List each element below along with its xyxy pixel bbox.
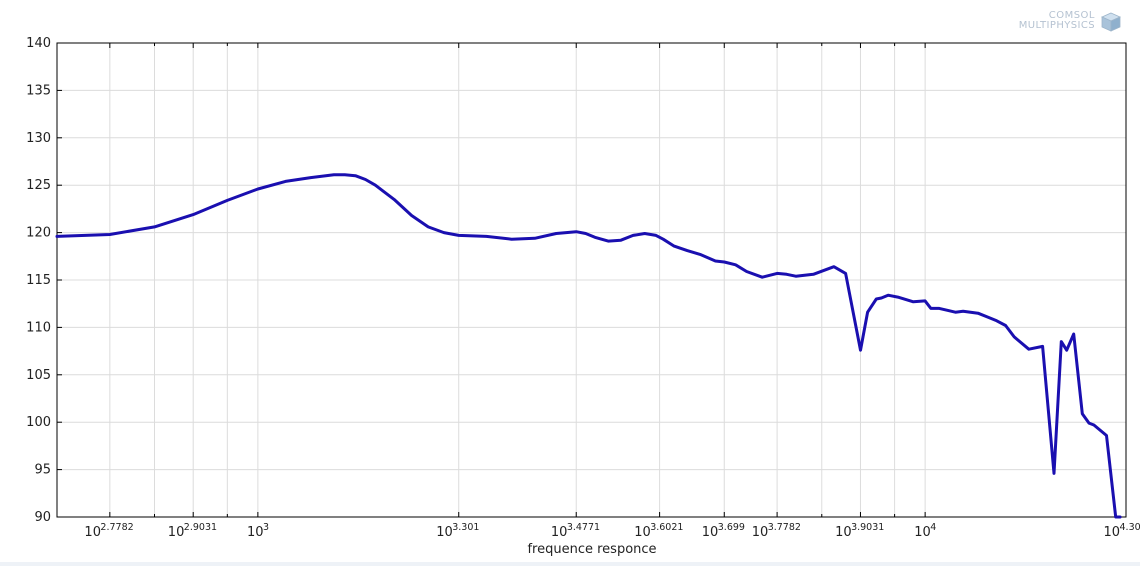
x-axis-label: frequence responce	[527, 542, 656, 557]
x-tick-label: 104.301	[1104, 522, 1140, 540]
y-tick-label: 90	[34, 510, 51, 525]
x-tick-exponent: 3.699	[718, 522, 745, 533]
y-tick-label: 115	[26, 273, 51, 288]
y-tick-label: 140	[26, 36, 51, 51]
cube-icon	[1101, 12, 1121, 32]
x-tick-label: 10 3.6021	[634, 522, 683, 540]
x-tick-exponent: 3.6021	[650, 522, 683, 533]
x-tick-base: 10	[702, 525, 719, 540]
x-tick-exponent: 2.9031	[184, 522, 217, 533]
y-tick-label: 125	[26, 178, 51, 193]
y-tick-label: 100	[26, 415, 51, 430]
logo-text-multiphysics: MULTIPHYSICS	[1018, 20, 1095, 31]
x-tick-label: 10 2.7782	[84, 522, 133, 540]
y-tick-label: 135	[26, 83, 51, 98]
bottom-border	[0, 562, 1140, 566]
y-tick-label: 110	[26, 320, 51, 335]
x-tick-label: 10 3.7782	[752, 522, 801, 540]
x-tick-label: 10 4	[914, 522, 936, 540]
x-tick-base: 10	[835, 525, 852, 540]
y-tick-label: 105	[26, 368, 51, 383]
x-tick-exponent: 4	[930, 522, 936, 533]
x-tick-label: 10 3.699	[702, 522, 745, 540]
x-tick-base: 10	[84, 525, 101, 540]
x-tick-label: 10 3	[247, 522, 269, 540]
x-tick-base: 10	[247, 525, 264, 540]
x-tick-base: 10	[168, 525, 185, 540]
x-tick-exponent: 3.9031	[851, 522, 884, 533]
x-tick-label: 10 3.9031	[835, 522, 884, 540]
x-tick-exponent: 2.7782	[100, 522, 133, 533]
x-tick-exponent: 4.301	[1120, 522, 1140, 533]
x-tick-base: 10	[1104, 525, 1121, 540]
x-tick-label: 10 2.9031	[168, 522, 217, 540]
series-line	[55, 173, 1122, 519]
comsol-logo: COMSOL MULTIPHYSICS	[1008, 10, 1123, 34]
x-tick-base: 10	[551, 525, 568, 540]
x-tick-label: 10 3.4771	[551, 522, 600, 540]
x-tick-base: 10	[752, 525, 769, 540]
y-tick-label: 95	[34, 463, 51, 478]
x-tick-exponent: 3.301	[452, 522, 479, 533]
x-tick-exponent: 3.7782	[768, 522, 801, 533]
x-tick-base: 10	[436, 525, 453, 540]
x-tick-exponent: 3.4771	[567, 522, 600, 533]
y-tick-label: 130	[26, 131, 51, 146]
x-tick-label: 10 3.301	[436, 522, 479, 540]
series-layer	[55, 173, 1122, 519]
x-tick-exponent: 3	[263, 522, 269, 533]
logo-text-comsol: COMSOL	[1048, 10, 1095, 21]
y-tick-label: 120	[26, 226, 51, 241]
grid-layer	[57, 43, 1126, 517]
x-tick-base: 10	[634, 525, 651, 540]
x-tick-base: 10	[914, 525, 931, 540]
